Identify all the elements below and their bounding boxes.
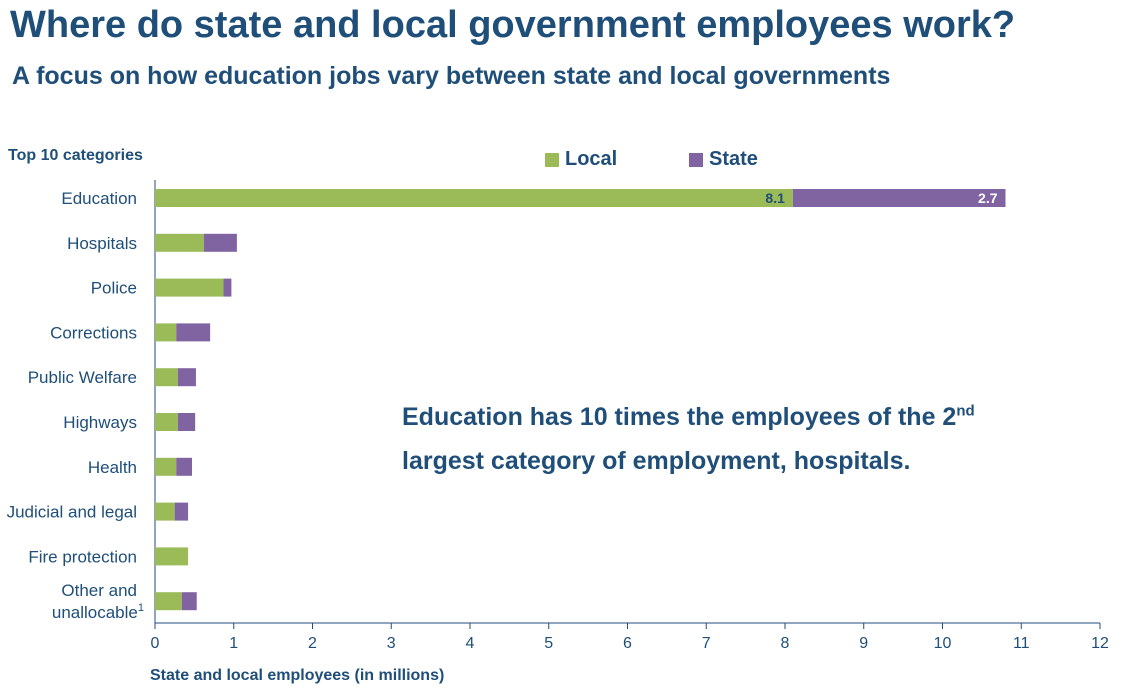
chart-annotation: Education has 10 times the employees of … bbox=[402, 395, 1082, 483]
category-label: Other and bbox=[61, 581, 137, 600]
bar-local bbox=[155, 457, 177, 476]
bar-local bbox=[155, 278, 224, 297]
bar-state bbox=[174, 502, 189, 521]
annotation-line2: largest category of employment, hospital… bbox=[402, 447, 911, 475]
category-label: Fire protection bbox=[28, 547, 137, 566]
category-label: Police bbox=[91, 279, 137, 298]
bar-local bbox=[155, 233, 204, 252]
bar-local bbox=[155, 502, 175, 521]
bar-local bbox=[155, 413, 178, 431]
data-label: 8.1 bbox=[765, 190, 785, 206]
bar-state bbox=[223, 278, 232, 297]
category-label: Education bbox=[61, 189, 137, 208]
x-tick-label: 0 bbox=[151, 635, 160, 652]
x-tick-label: 6 bbox=[623, 635, 632, 652]
x-tick-label: 3 bbox=[387, 635, 396, 652]
category-label: unallocable1 bbox=[52, 602, 144, 622]
legend-label-local: Local bbox=[565, 148, 618, 170]
category-label: Public Welfare bbox=[28, 368, 137, 387]
bar-state bbox=[176, 457, 193, 476]
category-axis-header: Top 10 categories bbox=[8, 147, 143, 164]
x-tick-label: 7 bbox=[702, 635, 711, 652]
legend-item-state: State bbox=[689, 148, 758, 171]
bar-local bbox=[155, 189, 793, 207]
x-tick-label: 2 bbox=[308, 635, 317, 652]
x-tick-label: 4 bbox=[466, 635, 475, 652]
x-tick-label: 1 bbox=[229, 635, 238, 652]
bar-local bbox=[155, 592, 182, 611]
annotation-line1: Education has 10 times the employees of … bbox=[402, 403, 957, 431]
legend-swatch-local bbox=[545, 152, 559, 167]
bar-state bbox=[177, 368, 196, 387]
bar-state bbox=[177, 413, 196, 431]
x-axis-title: State and local employees (in millions) bbox=[150, 667, 444, 684]
x-tick-label: 10 bbox=[934, 635, 952, 652]
x-tick-label: 5 bbox=[544, 635, 553, 652]
data-label: 2.7 bbox=[978, 190, 998, 206]
x-tick-label: 12 bbox=[1091, 635, 1109, 652]
bar-state bbox=[792, 189, 1006, 207]
chart-title: Where do state and local government empl… bbox=[10, 4, 1016, 46]
category-label: Hospitals bbox=[67, 234, 137, 253]
category-label: Highways bbox=[63, 413, 137, 432]
legend-item-local: Local bbox=[545, 148, 617, 171]
category-label: Health bbox=[88, 458, 137, 477]
x-tick-label: 8 bbox=[781, 635, 790, 652]
chart-subtitle: A focus on how education jobs vary betwe… bbox=[12, 62, 891, 90]
annotation-superscript: nd bbox=[956, 402, 975, 420]
bar-state bbox=[203, 233, 237, 252]
bar-local bbox=[155, 323, 177, 342]
bar-state bbox=[181, 592, 197, 611]
bar-local bbox=[155, 368, 178, 387]
category-label: Corrections bbox=[50, 323, 137, 342]
x-tick-label: 9 bbox=[859, 635, 868, 652]
bar-state bbox=[176, 323, 211, 342]
category-label: Judicial and legal bbox=[7, 503, 137, 522]
bar-local bbox=[155, 547, 189, 566]
legend-label-state: State bbox=[709, 148, 758, 170]
legend-swatch-state bbox=[689, 152, 703, 167]
x-tick-label: 11 bbox=[1013, 635, 1030, 652]
